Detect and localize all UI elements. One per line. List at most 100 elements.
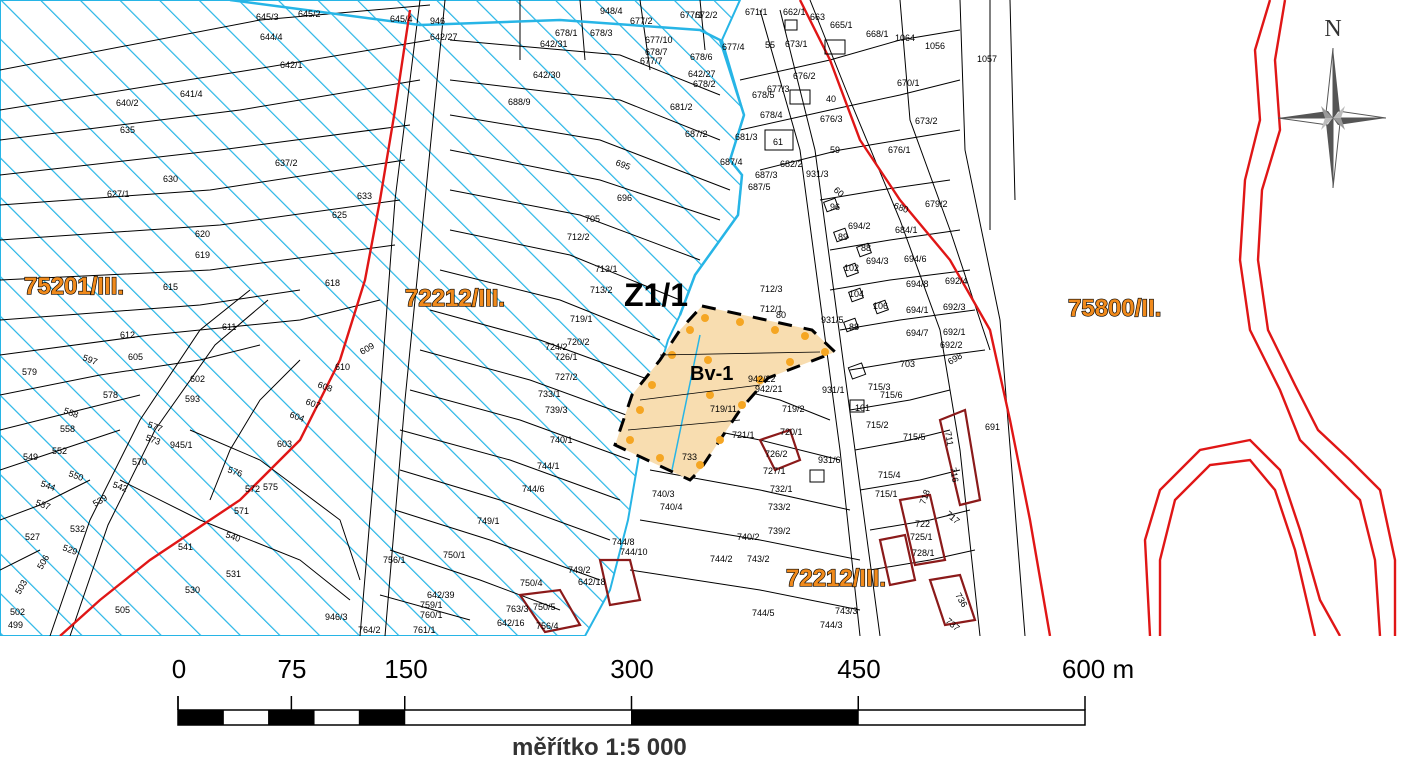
svg-text:711: 711 xyxy=(943,431,955,447)
svg-text:677/2: 677/2 xyxy=(630,16,653,26)
svg-text:558: 558 xyxy=(60,424,75,434)
svg-text:552: 552 xyxy=(52,446,67,456)
svg-text:931/6: 931/6 xyxy=(818,455,841,465)
svg-text:695: 695 xyxy=(614,157,632,172)
svg-text:663: 663 xyxy=(810,12,825,22)
scale-tick-75: 75 xyxy=(277,654,307,684)
svg-text:573: 573 xyxy=(144,432,162,447)
scale-segment-7 xyxy=(857,709,1086,726)
svg-text:55: 55 xyxy=(765,40,775,50)
svg-text:687/5: 687/5 xyxy=(748,182,771,192)
svg-text:635: 635 xyxy=(120,125,135,135)
svg-text:744/10: 744/10 xyxy=(620,547,648,557)
scale-tick-300: 300 xyxy=(610,654,654,684)
svg-text:681/3: 681/3 xyxy=(735,132,758,142)
svg-text:641/4: 641/4 xyxy=(180,89,203,99)
svg-text:744/5: 744/5 xyxy=(752,608,775,618)
svg-text:665/1: 665/1 xyxy=(830,20,853,30)
cadastral-lines xyxy=(0,0,1026,636)
svg-text:737: 737 xyxy=(944,616,962,633)
svg-text:579: 579 xyxy=(22,367,37,377)
svg-text:942/21: 942/21 xyxy=(755,384,783,394)
svg-text:716: 716 xyxy=(948,467,960,484)
svg-text:744/3: 744/3 xyxy=(820,620,843,630)
svg-text:677/3: 677/3 xyxy=(767,84,790,94)
north-arrow: N xyxy=(1276,10,1387,190)
svg-text:743/3: 743/3 xyxy=(835,606,858,616)
svg-text:549: 549 xyxy=(23,452,38,462)
svg-text:60: 60 xyxy=(832,185,846,199)
svg-text:544: 544 xyxy=(39,478,57,493)
scale-segment-2 xyxy=(268,709,315,726)
svg-text:696: 696 xyxy=(617,193,632,203)
svg-text:678/4: 678/4 xyxy=(760,110,783,120)
svg-text:89: 89 xyxy=(838,232,848,242)
svg-text:715/2: 715/2 xyxy=(866,420,889,430)
svg-text:761/1: 761/1 xyxy=(413,625,436,635)
zone-label-75800: 75800/II. xyxy=(1068,295,1161,322)
svg-text:715/1: 715/1 xyxy=(875,489,898,499)
svg-text:572: 572 xyxy=(245,484,260,494)
svg-text:608: 608 xyxy=(316,379,334,394)
svg-text:670/1: 670/1 xyxy=(897,78,920,88)
svg-text:942/22: 942/22 xyxy=(748,374,776,384)
svg-text:694/3: 694/3 xyxy=(866,256,889,266)
svg-text:681/2: 681/2 xyxy=(670,102,693,112)
svg-text:540: 540 xyxy=(224,529,242,544)
svg-text:578: 578 xyxy=(103,390,118,400)
development-plot[interactable] xyxy=(613,304,838,482)
svg-text:682/2: 682/2 xyxy=(780,159,803,169)
scale-tick-450: 450 xyxy=(837,654,881,684)
plot-label: Z1/1 xyxy=(624,277,688,313)
svg-text:931/3: 931/3 xyxy=(806,169,829,179)
scale-segment-0 xyxy=(177,709,224,726)
svg-text:627/1: 627/1 xyxy=(107,189,130,199)
building-outlines xyxy=(518,408,982,634)
svg-text:570: 570 xyxy=(132,457,147,467)
svg-text:687/2: 687/2 xyxy=(685,129,708,139)
svg-text:719/2: 719/2 xyxy=(782,404,805,414)
zone-label-72212: 72212/III. xyxy=(405,285,505,312)
svg-text:678/1: 678/1 xyxy=(555,28,578,38)
scale-tick-150: 150 xyxy=(384,654,428,684)
svg-text:571: 571 xyxy=(234,506,249,516)
svg-text:756/4: 756/4 xyxy=(536,621,559,631)
svg-text:692/3: 692/3 xyxy=(943,302,966,312)
svg-text:712/3: 712/3 xyxy=(760,284,783,294)
svg-text:694/8: 694/8 xyxy=(906,279,929,289)
svg-text:40: 40 xyxy=(826,94,836,104)
svg-text:712/2: 712/2 xyxy=(567,232,590,242)
svg-text:610: 610 xyxy=(335,362,350,372)
svg-text:615: 615 xyxy=(163,282,178,292)
svg-text:668/1: 668/1 xyxy=(866,29,889,39)
cadastral-map[interactable]: 645/3 645/2 645/4 644/4 642/27 642/1 946 677/2… xyxy=(0,0,1414,636)
svg-text:764/2: 764/2 xyxy=(358,625,381,635)
svg-text:749/2: 749/2 xyxy=(568,565,591,575)
svg-text:703: 703 xyxy=(900,359,915,369)
svg-text:642/18: 642/18 xyxy=(578,577,606,587)
svg-text:715/3: 715/3 xyxy=(868,382,891,392)
svg-text:739/2: 739/2 xyxy=(768,526,791,536)
svg-text:88: 88 xyxy=(849,322,859,332)
svg-text:625: 625 xyxy=(332,210,347,220)
svg-text:744/6: 744/6 xyxy=(522,484,545,494)
svg-text:550: 550 xyxy=(67,468,85,483)
svg-text:715/6: 715/6 xyxy=(880,390,903,400)
svg-text:605: 605 xyxy=(128,352,143,362)
svg-text:679/2: 679/2 xyxy=(925,199,948,209)
svg-text:946/3: 946/3 xyxy=(325,612,348,622)
svg-text:642/30: 642/30 xyxy=(533,70,561,80)
svg-text:499: 499 xyxy=(8,620,23,630)
svg-text:633: 633 xyxy=(357,191,372,201)
svg-text:644/4: 644/4 xyxy=(260,32,283,42)
svg-text:733/2: 733/2 xyxy=(768,502,791,512)
svg-text:602: 602 xyxy=(190,374,205,384)
svg-text:740/3: 740/3 xyxy=(652,489,675,499)
zone-labels: 75201/III. 72212/III. 75800/II. 72212/II… xyxy=(23,272,1162,592)
buildings xyxy=(764,19,889,483)
svg-text:720/2: 720/2 xyxy=(567,337,590,347)
svg-text:678/2: 678/2 xyxy=(693,79,716,89)
svg-text:676/2: 676/2 xyxy=(793,71,816,81)
svg-text:542: 542 xyxy=(111,479,129,494)
svg-text:715/4: 715/4 xyxy=(878,470,901,480)
